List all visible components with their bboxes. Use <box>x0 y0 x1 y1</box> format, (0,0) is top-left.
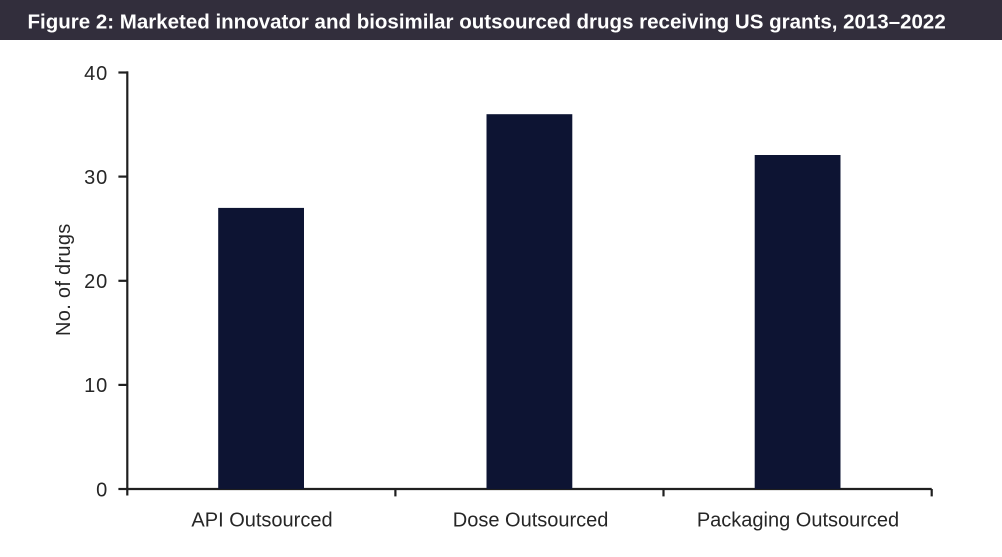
svg-text:Dose Outsourced: Dose Outsourced <box>453 510 609 532</box>
svg-text:30: 30 <box>84 167 108 189</box>
svg-text:No. of drugs: No. of drugs <box>53 223 75 336</box>
svg-text:10: 10 <box>84 375 108 397</box>
svg-text:Figure 2: Marketed innovator a: Figure 2: Marketed innovator and biosimi… <box>28 11 946 34</box>
svg-text:0: 0 <box>96 479 108 501</box>
svg-text:40: 40 <box>84 63 108 85</box>
svg-text:API Outsourced: API Outsourced <box>191 510 332 532</box>
svg-text:Packaging Outsourced: Packaging Outsourced <box>697 510 899 532</box>
svg-text:20: 20 <box>84 271 108 293</box>
